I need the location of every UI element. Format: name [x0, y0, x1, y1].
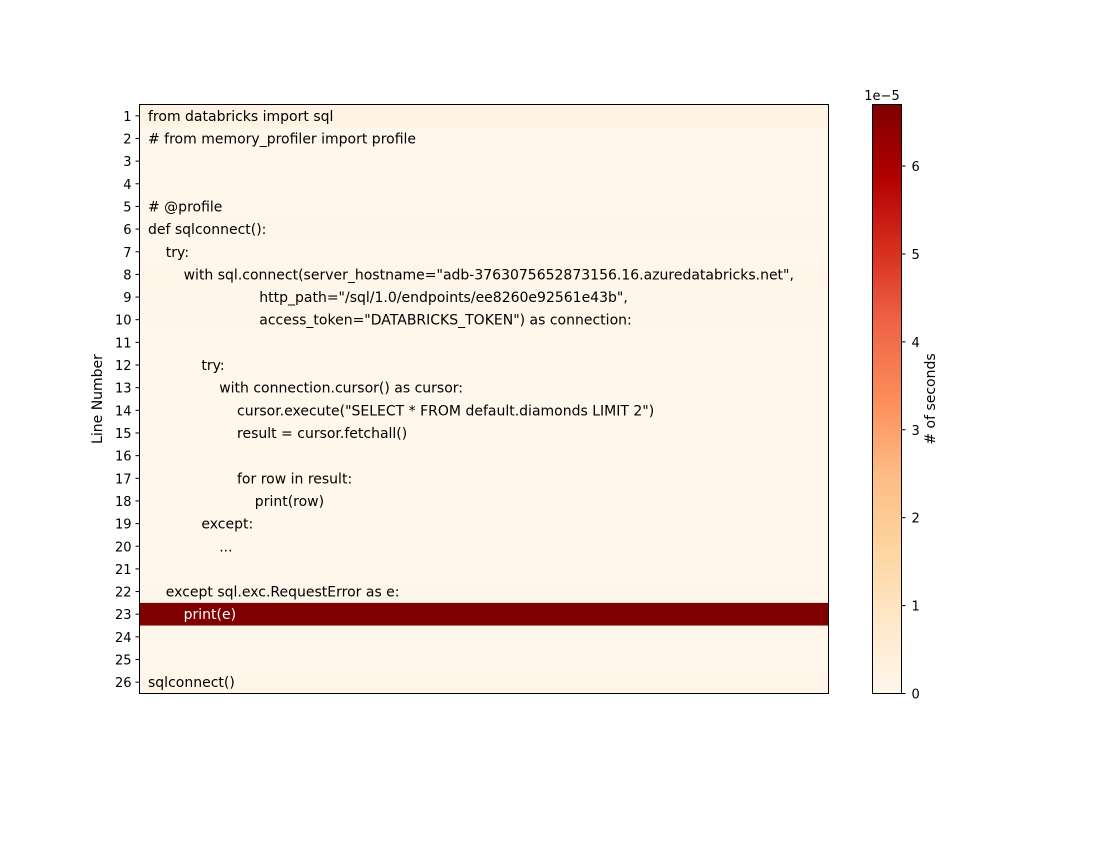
heatmap-cell: [139, 580, 829, 604]
colorbar-ticks: 0 1 2 3 4 5 6: [901, 160, 920, 703]
heatmap-cell: [139, 104, 829, 128]
heatmap-cell: [139, 172, 829, 196]
code-line-text: result = cursor.fetchall(): [148, 426, 407, 442]
heatmap-plot: from databricks import sql # from memory_…: [139, 104, 829, 694]
colorbar-tick-label: 5: [912, 248, 920, 263]
code-line-text: cursor.execute("SELECT * FROM default.di…: [148, 403, 654, 419]
heatmap-cell: [139, 376, 829, 400]
heatmap-cell: [139, 602, 829, 627]
heatmap-cell: [139, 466, 829, 491]
code-line-text: except:: [148, 517, 253, 533]
y-tick-label: 2: [123, 132, 131, 147]
y-tick-label: 10: [115, 314, 132, 329]
y-tick-label: 3: [123, 155, 131, 170]
colorbar: 0 1 2 3 4 5 6 1e−5 # of seconds: [864, 89, 939, 703]
heatmap-cell: [139, 285, 829, 309]
heatmap-cell: [139, 444, 829, 468]
code-line-text: try:: [148, 245, 189, 261]
heatmap-cell: [139, 149, 829, 173]
y-tick-label: 7: [123, 246, 131, 261]
colorbar-gradient: [872, 104, 902, 694]
code-line-text: with sql.connect(server_hostname="adb-37…: [148, 267, 794, 283]
code-line-text: http_path="/sql/1.0/endpoints/ee8260e925…: [148, 290, 628, 306]
heatmap-cell: [139, 421, 829, 445]
colorbar-tick-label: 6: [912, 160, 920, 175]
code-line-text: with connection.cursor() as cursor:: [148, 381, 463, 397]
y-tick-label: 12: [115, 359, 132, 374]
code-line-text: try:: [148, 358, 225, 374]
heatmap-cell: [139, 263, 829, 287]
heatmap-cell: [139, 489, 829, 513]
y-tick-label: 21: [115, 563, 132, 578]
colorbar-label: # of seconds: [923, 353, 939, 444]
y-tick-label: 16: [115, 450, 132, 465]
code-line-text: print(e): [148, 607, 236, 623]
code-line-text: except sql.exc.RequestError as e:: [148, 585, 400, 601]
code-line-text: def sqlconnect():: [148, 222, 266, 238]
y-tick-label: 11: [115, 336, 132, 351]
y-tick-label: 14: [115, 404, 132, 419]
y-tick-label: 5: [123, 200, 131, 215]
colorbar-tick-label: 1: [912, 600, 920, 615]
heatmap-cell: [139, 331, 829, 355]
code-line-text: print(row): [148, 494, 324, 510]
y-tick-label: 4: [123, 178, 131, 193]
y-tick-label: 1: [123, 110, 131, 125]
y-tick-label: 24: [115, 631, 132, 646]
code-line-text: from databricks import sql: [148, 109, 333, 125]
heatmap-cell: [139, 195, 829, 219]
y-tick-label: 26: [115, 676, 132, 691]
y-tick-label: 20: [115, 540, 132, 555]
y-tick-label: 25: [115, 654, 132, 669]
colorbar-multiplier: 1e−5: [864, 89, 899, 104]
heatmap-cell: [139, 557, 829, 581]
code-line-text: sqlconnect(): [148, 675, 235, 691]
y-tick-label: 8: [123, 268, 131, 283]
y-axis-label: Line Number: [90, 354, 106, 444]
heatmap-cell: [139, 512, 829, 536]
y-tick-label: 22: [115, 586, 132, 601]
y-tick-label: 17: [115, 472, 132, 487]
heatmap-cell: [139, 534, 829, 559]
colorbar-tick-label: 2: [912, 512, 920, 527]
y-tick-label: 18: [115, 495, 132, 510]
y-tick-label: 9: [123, 291, 131, 306]
code-line-text: access_token="DATABRICKS_TOKEN") as conn…: [148, 313, 632, 329]
plot-frame: [139, 104, 829, 694]
y-tick-label: 15: [115, 427, 132, 442]
heatmap-cell: [139, 240, 829, 264]
heatmap-cell: [139, 648, 829, 672]
heatmap-cell: [139, 399, 829, 423]
code-line-text: for row in result:: [148, 471, 352, 487]
heatmap-cell: [139, 670, 829, 694]
code-line-text: # @profile: [148, 199, 222, 215]
y-tick-label: 19: [115, 518, 132, 533]
y-tick-label: 13: [115, 382, 132, 397]
heatmap-cell: [139, 308, 829, 332]
heatmap-cell: [139, 353, 829, 377]
colorbar-tick-label: 3: [912, 424, 920, 439]
heatmap-cell: [139, 127, 829, 151]
line-number-ticks: 1234567891011121314151617181920212223242…: [115, 110, 140, 691]
code-line-text: ...: [148, 539, 233, 555]
heatmap-cell: [139, 625, 829, 649]
heatmap-cell: [139, 217, 829, 241]
colorbar-tick-label: 0: [912, 688, 920, 703]
y-tick-label: 6: [123, 223, 131, 238]
code-line-text: # from memory_profiler import profile: [148, 131, 416, 147]
colorbar-tick-label: 4: [912, 336, 920, 351]
y-tick-label: 23: [115, 608, 132, 623]
